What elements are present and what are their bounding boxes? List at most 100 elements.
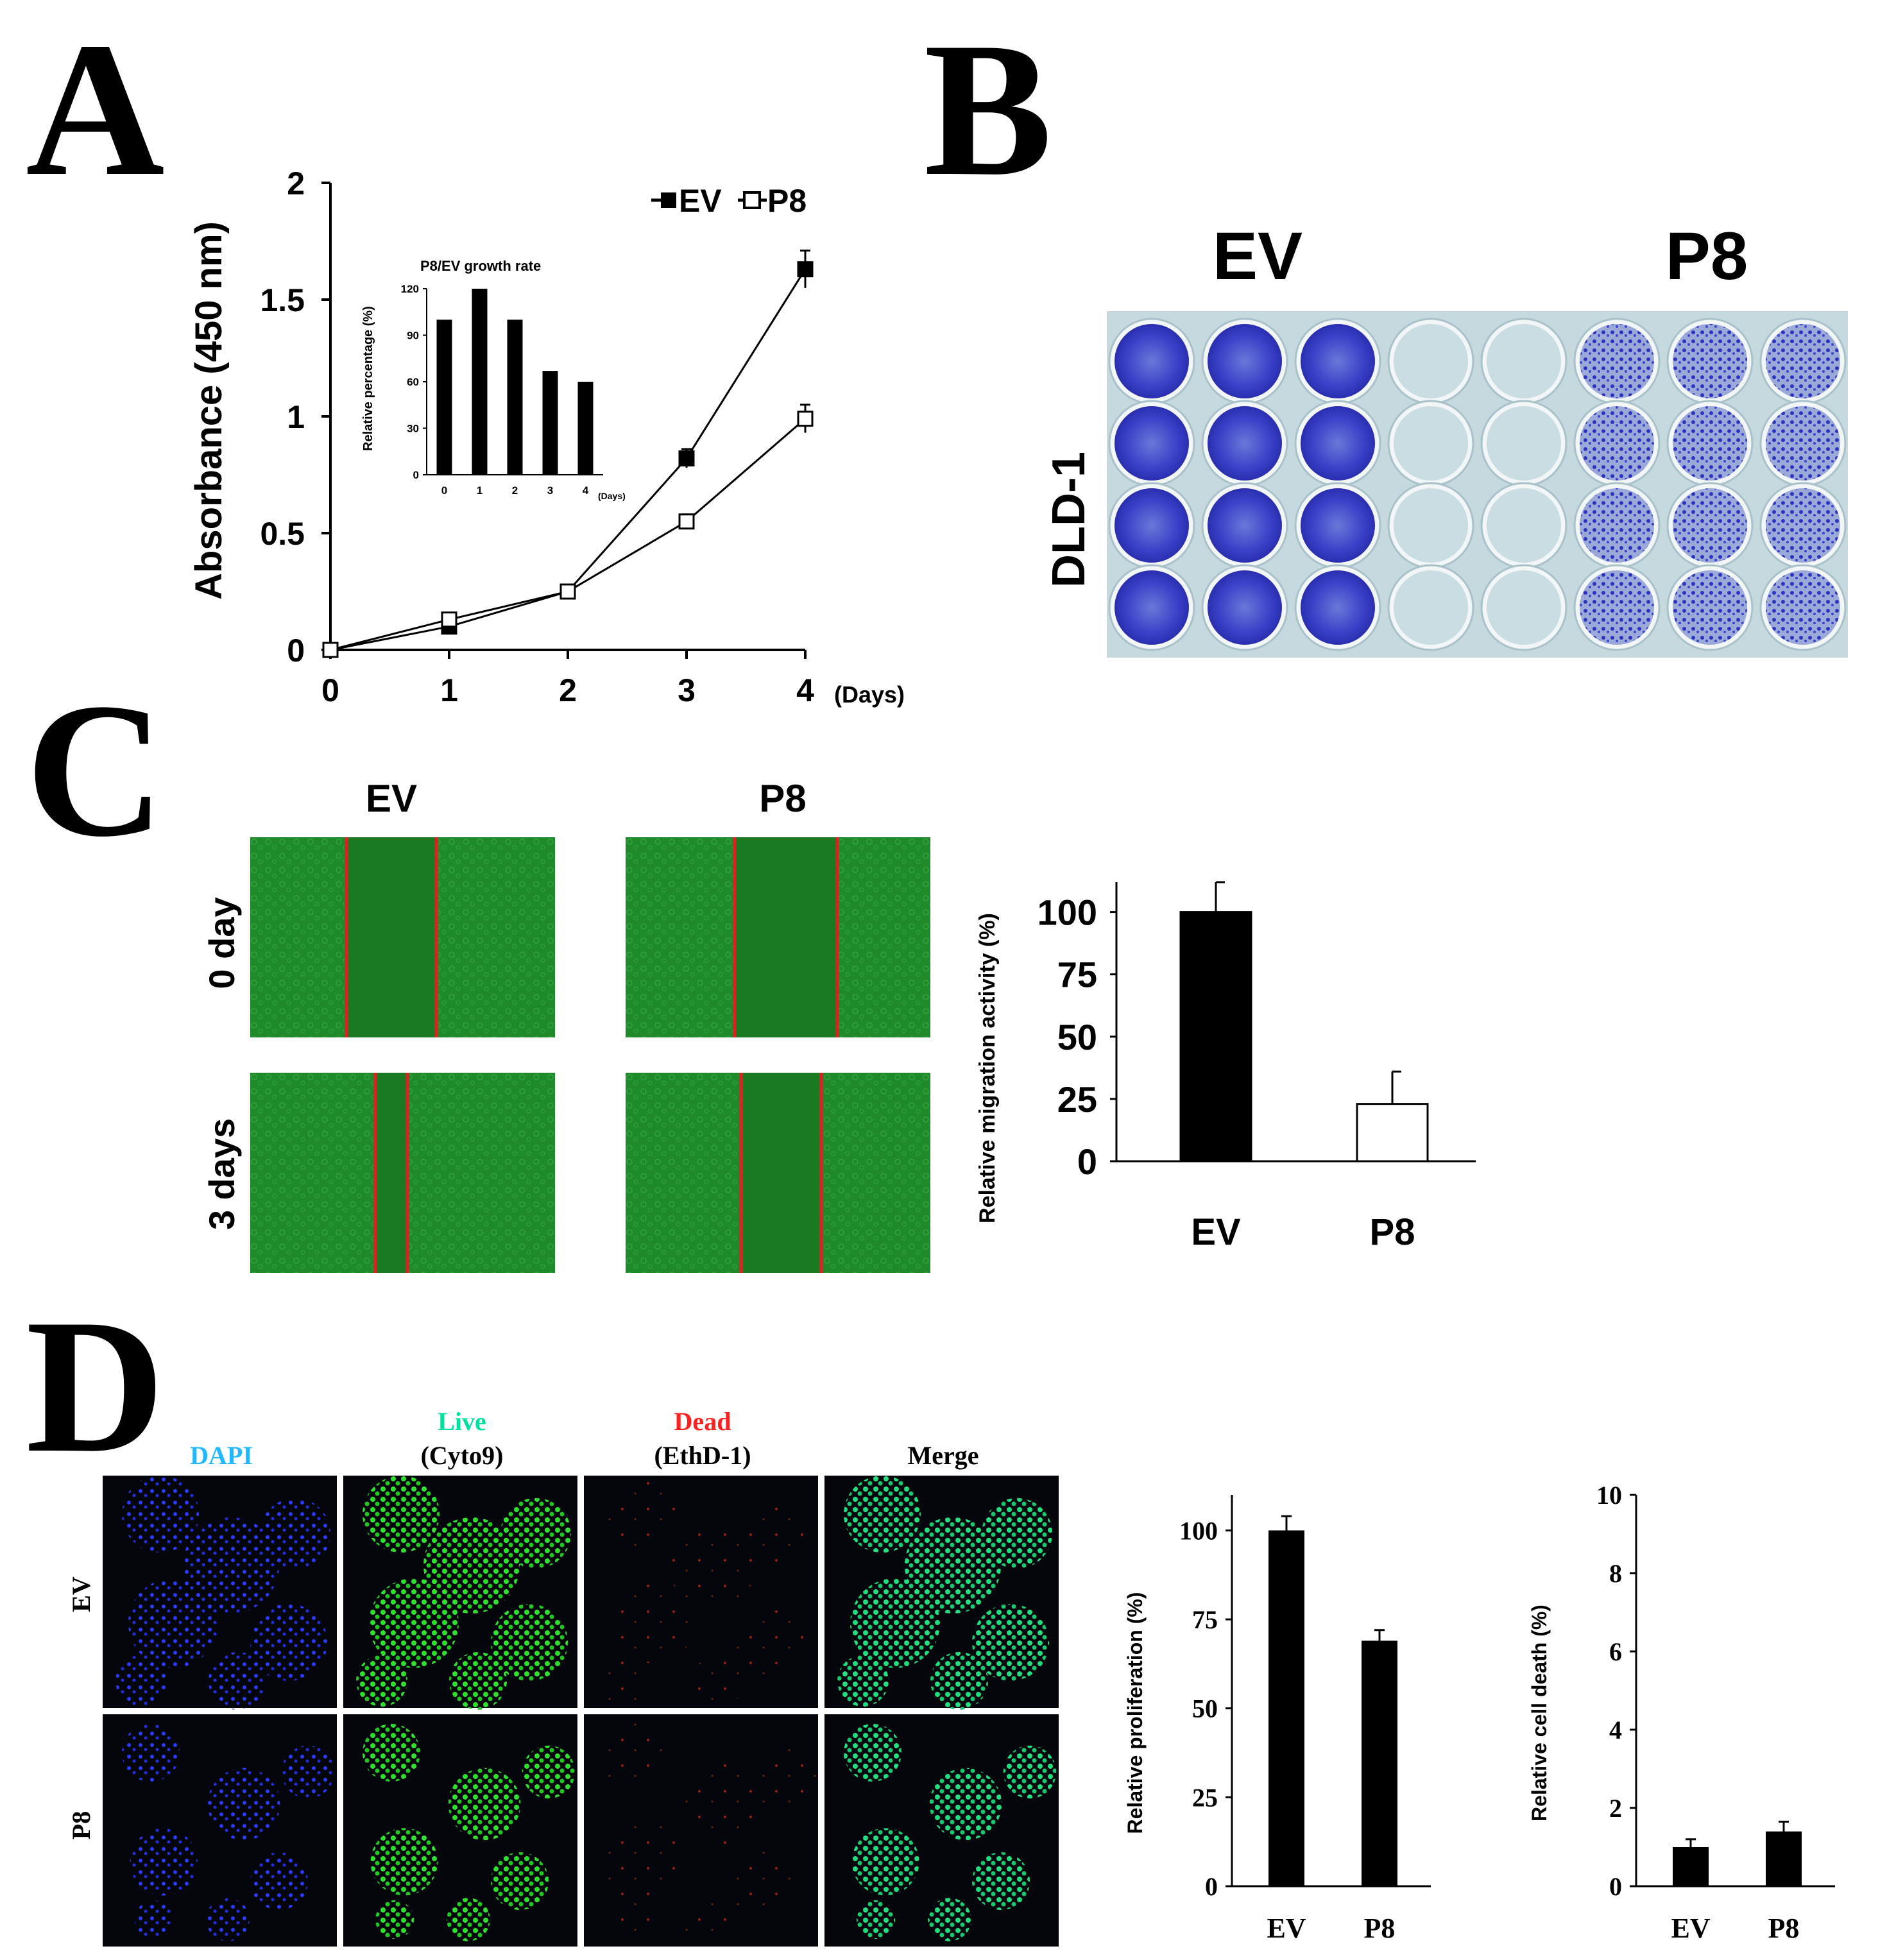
plate-well xyxy=(1766,406,1840,481)
panel-c-row-label-0: 0 day xyxy=(201,897,242,989)
dp-y-tick-label: 75 xyxy=(1192,1605,1218,1634)
plate-well xyxy=(1115,570,1189,645)
plate-well xyxy=(1208,324,1282,398)
inset-x-tick-label: 4 xyxy=(583,484,589,497)
panel-a-growth-chart: 0 1 2 3 4 0 0.5 1 1.5 2 Absorbance (450 nm) (Days… xyxy=(188,166,905,708)
panel-b-row-label: DLD-1 xyxy=(1043,452,1095,588)
fluor-cell-cluster xyxy=(735,1608,805,1677)
panel-d-header-dead: Dead xyxy=(674,1407,731,1436)
dp-x-tick-label: EV xyxy=(1267,1913,1306,1944)
plate-well xyxy=(1394,488,1468,563)
panel-d-proliferation-y-label: Relative proliferation (%) xyxy=(1123,1592,1147,1834)
scratch-image-ev-day0 xyxy=(250,837,555,1037)
plate-well xyxy=(1487,488,1561,563)
a-marker-p8 xyxy=(797,411,814,427)
fluor-cell-cluster xyxy=(250,1852,308,1910)
inset-y-tick-label: 120 xyxy=(401,283,419,295)
svg-text:EV: EV xyxy=(67,1576,96,1612)
panel-a-legend: EV P8 xyxy=(651,183,807,219)
inset-bar xyxy=(472,289,488,475)
fluor-cell-cluster xyxy=(369,1578,459,1668)
inset-y-tick-label: 30 xyxy=(407,423,419,435)
fluor-cell-cluster xyxy=(260,1498,330,1569)
panel-c-y-label: Relative migration activity (%) xyxy=(975,913,1000,1223)
plate-well xyxy=(1673,324,1747,398)
inset-y-label: Relative percentage (%) xyxy=(361,306,375,451)
fluor-cell-cluster xyxy=(135,1900,173,1939)
scratch-image-p8-day0 xyxy=(626,837,930,1037)
dd-y-tick-label: 8 xyxy=(1609,1559,1622,1588)
fluor-cell-cluster xyxy=(928,1898,971,1941)
a-y-tick-label: 2 xyxy=(287,166,305,201)
inset-x-unit: (Days) xyxy=(598,491,626,501)
fluor-cell-cluster xyxy=(1003,1745,1057,1799)
a-x-tick-label: 0 xyxy=(321,672,339,708)
a-x-tick-label: 3 xyxy=(678,672,696,708)
plate-well xyxy=(1208,488,1282,563)
panel-d-row-label-p8: P8 xyxy=(67,1811,96,1839)
fluor-cell-cluster xyxy=(363,1476,440,1553)
fluor-cell-cluster xyxy=(250,1604,327,1681)
plate-well xyxy=(1394,570,1468,645)
fluor-cell-cluster xyxy=(522,1745,576,1799)
fluor-cell-cluster xyxy=(597,1718,667,1787)
fluorescence-image-grid xyxy=(103,1476,1059,1947)
panel-d-header-ethd1: (EthD-1) xyxy=(654,1441,751,1470)
panel-c-row-label-1: 3 days xyxy=(201,1118,242,1230)
fluor-cell-cluster xyxy=(122,1724,180,1782)
a-marker-p8 xyxy=(322,642,339,658)
fluor-cell-cluster xyxy=(356,1655,407,1707)
plate-well xyxy=(1673,406,1747,481)
fluor-cell-cluster xyxy=(500,1498,571,1569)
panel-letter-c: C xyxy=(26,663,165,876)
dp-y-tick-label: 25 xyxy=(1192,1783,1218,1812)
plate-well xyxy=(1115,324,1189,398)
a-marker-p8 xyxy=(678,513,695,530)
fluor-cell-cluster xyxy=(612,1896,658,1943)
panel-a-y-label: Absorbance (450 nm) xyxy=(188,221,230,600)
dd-bar-p8 xyxy=(1766,1831,1802,1886)
plate-well xyxy=(1301,324,1375,398)
plate-well xyxy=(1673,488,1747,563)
plate-well xyxy=(1580,570,1654,645)
fluor-cell-cluster xyxy=(122,1476,199,1553)
inset-bar xyxy=(542,371,558,475)
dd-y-tick-label: 4 xyxy=(1609,1716,1622,1744)
fluor-cell-cluster xyxy=(207,1768,280,1841)
plate-well xyxy=(1487,324,1561,398)
a-y-tick-label: 1.5 xyxy=(260,282,305,318)
panel-c-migration-chart: 0 25 50 75 100 EV P8 Relative migration activi… xyxy=(975,881,1476,1253)
fluor-cell-cluster xyxy=(837,1655,889,1707)
plate-well xyxy=(1115,488,1189,563)
fluor-cell-cluster xyxy=(363,1724,420,1782)
plate-well xyxy=(1208,406,1282,481)
scratch-image-ev-day3 xyxy=(250,1073,555,1273)
plate-well xyxy=(1208,570,1282,645)
plate-well xyxy=(1301,406,1375,481)
dd-y-tick-label: 6 xyxy=(1609,1637,1622,1666)
plate-well xyxy=(1766,488,1840,563)
fluor-cell-cluster xyxy=(183,1517,279,1614)
inset-y-tick-label: 90 xyxy=(407,330,419,342)
fluor-cell-cluster xyxy=(744,1501,808,1565)
plate-well xyxy=(1394,324,1468,398)
a-y-tick-label: 0 xyxy=(287,633,305,669)
dp-y-tick-label: 100 xyxy=(1179,1516,1218,1545)
dp-bar-p8 xyxy=(1362,1640,1397,1886)
panel-letter-b: B xyxy=(924,3,1053,216)
c-bar-ev xyxy=(1179,911,1252,1163)
dd-y-tick-label: 0 xyxy=(1609,1872,1622,1901)
dd-x-tick-label: P8 xyxy=(1768,1913,1800,1944)
c-x-tick-label: P8 xyxy=(1370,1211,1415,1253)
dp-bar-ev xyxy=(1268,1530,1304,1886)
fluor-cell-cluster xyxy=(130,1828,198,1896)
inset-x-tick-label: 2 xyxy=(512,484,518,497)
legend-label-p8: P8 xyxy=(767,183,807,219)
a-y-tick-label: 1 xyxy=(287,399,305,435)
c-x-tick-label: EV xyxy=(1191,1211,1241,1253)
plate-well xyxy=(1580,406,1654,481)
a-y-tick-label: 0.5 xyxy=(260,516,305,552)
panel-d-header-live: Live xyxy=(438,1407,486,1436)
svg-text:0 day: 0 day xyxy=(201,897,242,989)
inset-bar xyxy=(507,320,523,475)
